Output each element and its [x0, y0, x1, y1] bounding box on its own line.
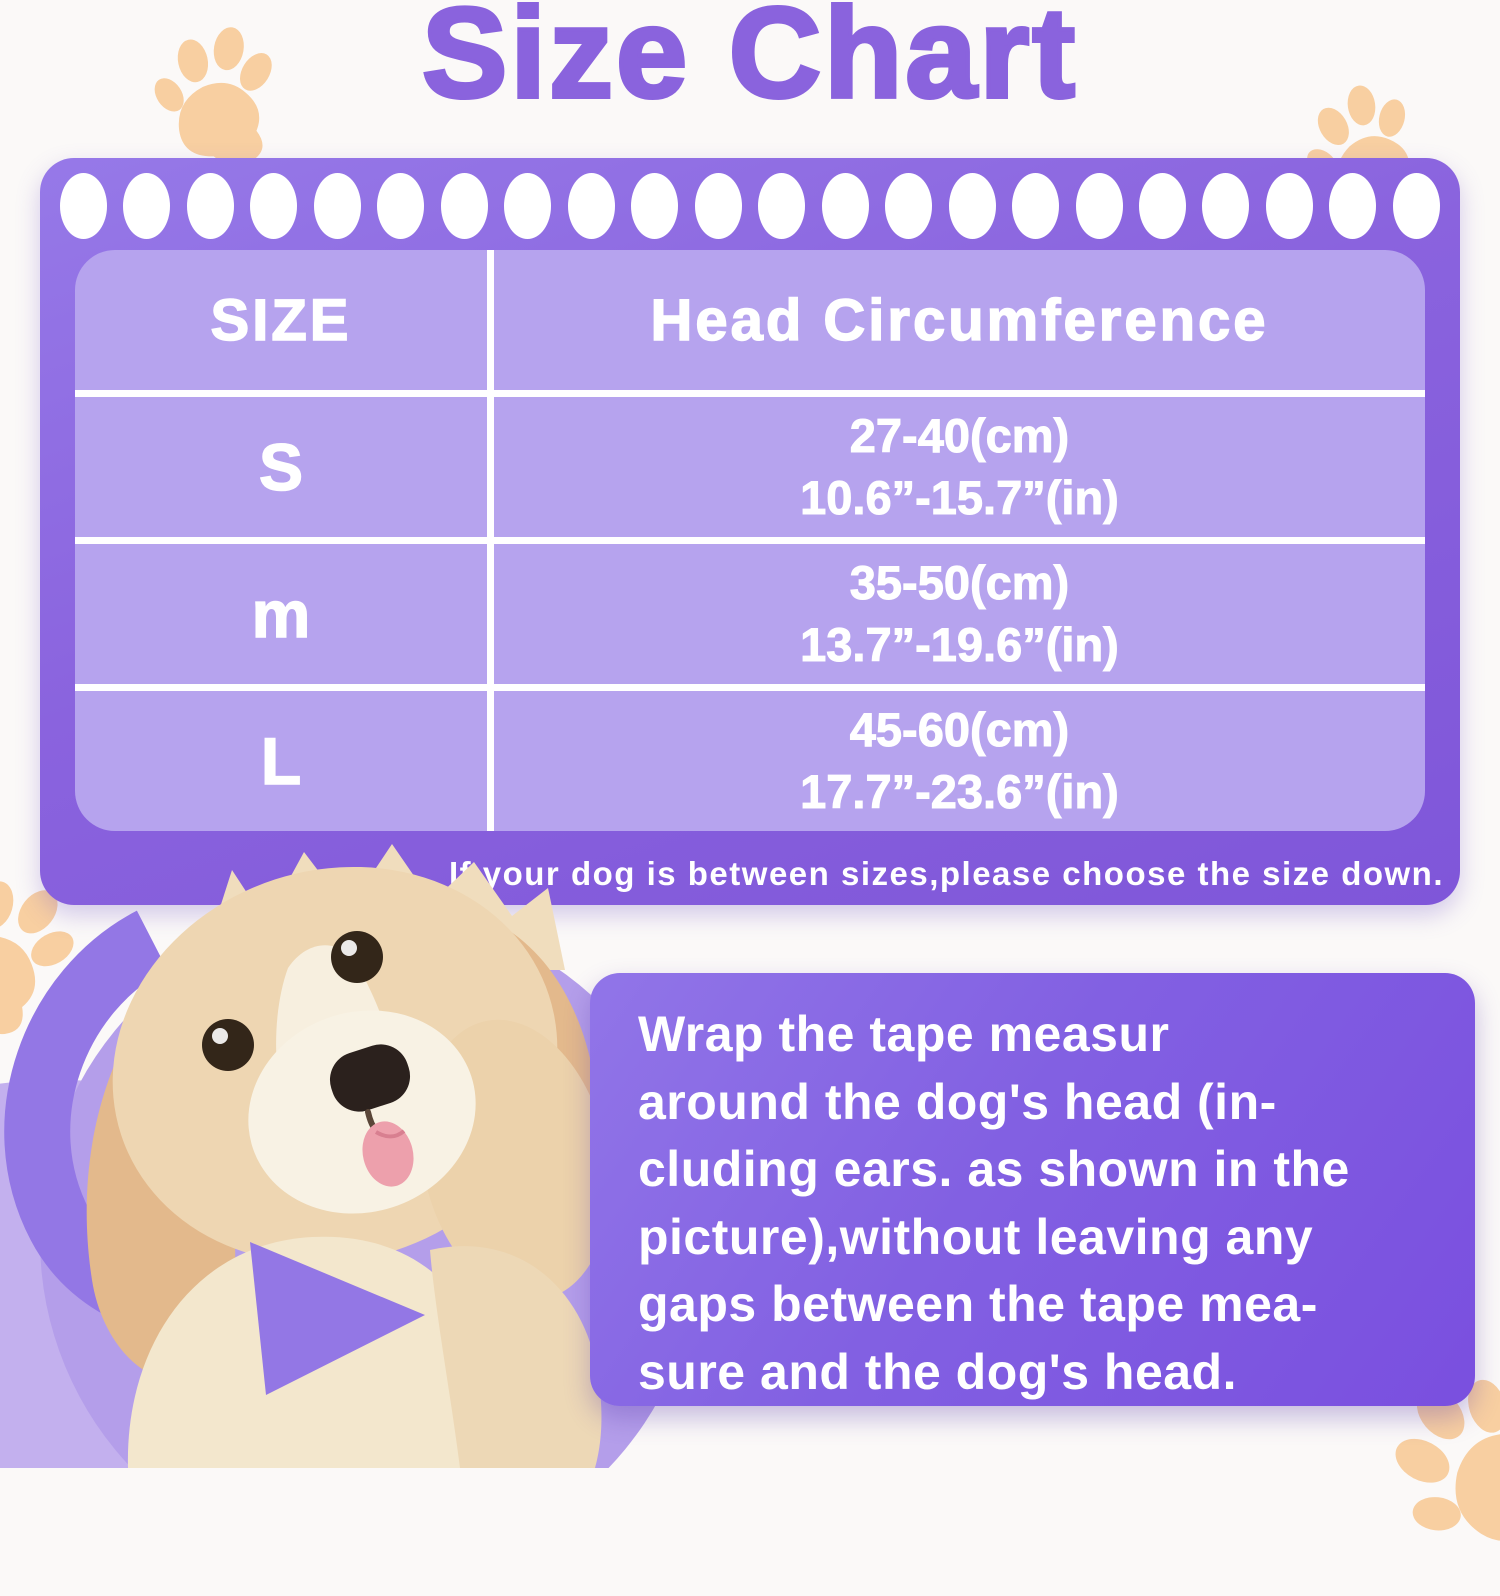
puppy-photo: [86, 844, 610, 1468]
film-dot: [123, 173, 171, 239]
range-inches: 17.7”-23.6”(in): [800, 764, 1120, 818]
range-inches: 13.7”-19.6”(in): [800, 617, 1120, 671]
film-dot: [821, 173, 869, 239]
film-dot: [758, 173, 806, 239]
page-title: Size Chart: [420, 0, 1078, 127]
size-table: SIZE Head Circumference S 27-40(cm) 10.6…: [75, 250, 1425, 831]
film-dot: [631, 173, 679, 239]
film-dot: [1012, 173, 1060, 239]
wrap-arrow-head: [250, 1242, 425, 1395]
film-dot: [1138, 173, 1186, 239]
size-chart-card: SIZE Head Circumference S 27-40(cm) 10.6…: [40, 158, 1460, 905]
film-dot: [694, 173, 742, 239]
table-row: L 45-60(cm) 17.7”-23.6”(in): [75, 684, 1425, 831]
film-dot: [504, 173, 552, 239]
film-dot: [250, 173, 298, 239]
film-dot: [885, 173, 933, 239]
film-dot: [948, 173, 996, 239]
film-dot: [186, 173, 234, 239]
table-row: m 35-50(cm) 13.7”-19.6”(in): [75, 537, 1425, 684]
instruction-text: Wrap the tape measur around the dog's he…: [638, 1006, 1350, 1400]
range-inches: 10.6”-15.7”(in): [800, 470, 1120, 524]
column-header-size: SIZE: [75, 250, 494, 390]
film-dot: [313, 173, 361, 239]
size-cell-s: S: [75, 397, 494, 537]
film-dot: [567, 173, 615, 239]
film-dot: [1265, 173, 1313, 239]
table-row: S 27-40(cm) 10.6”-15.7”(in): [75, 390, 1425, 537]
range-cm: 35-50(cm): [849, 555, 1070, 609]
column-header-head-circumference: Head Circumference: [650, 287, 1269, 354]
table-header-row: SIZE Head Circumference: [75, 250, 1425, 390]
film-dot: [1075, 173, 1123, 239]
range-cm: 45-60(cm): [849, 702, 1070, 756]
film-dot: [60, 173, 107, 239]
film-dot: [1202, 173, 1250, 239]
film-dots: [60, 173, 1440, 239]
film-dot: [1392, 173, 1440, 239]
film-dot: [440, 173, 488, 239]
size-cell-l: L: [75, 691, 494, 831]
range-cm: 27-40(cm): [849, 408, 1070, 462]
film-dot: [377, 173, 425, 239]
sizing-note: If your dog is between sizes,please choo…: [448, 855, 1444, 892]
measuring-illustration: [0, 844, 700, 1468]
size-cell-m: m: [75, 544, 494, 684]
film-dot: [1329, 173, 1377, 239]
instruction-panel: Wrap the tape measur around the dog's he…: [590, 973, 1475, 1406]
